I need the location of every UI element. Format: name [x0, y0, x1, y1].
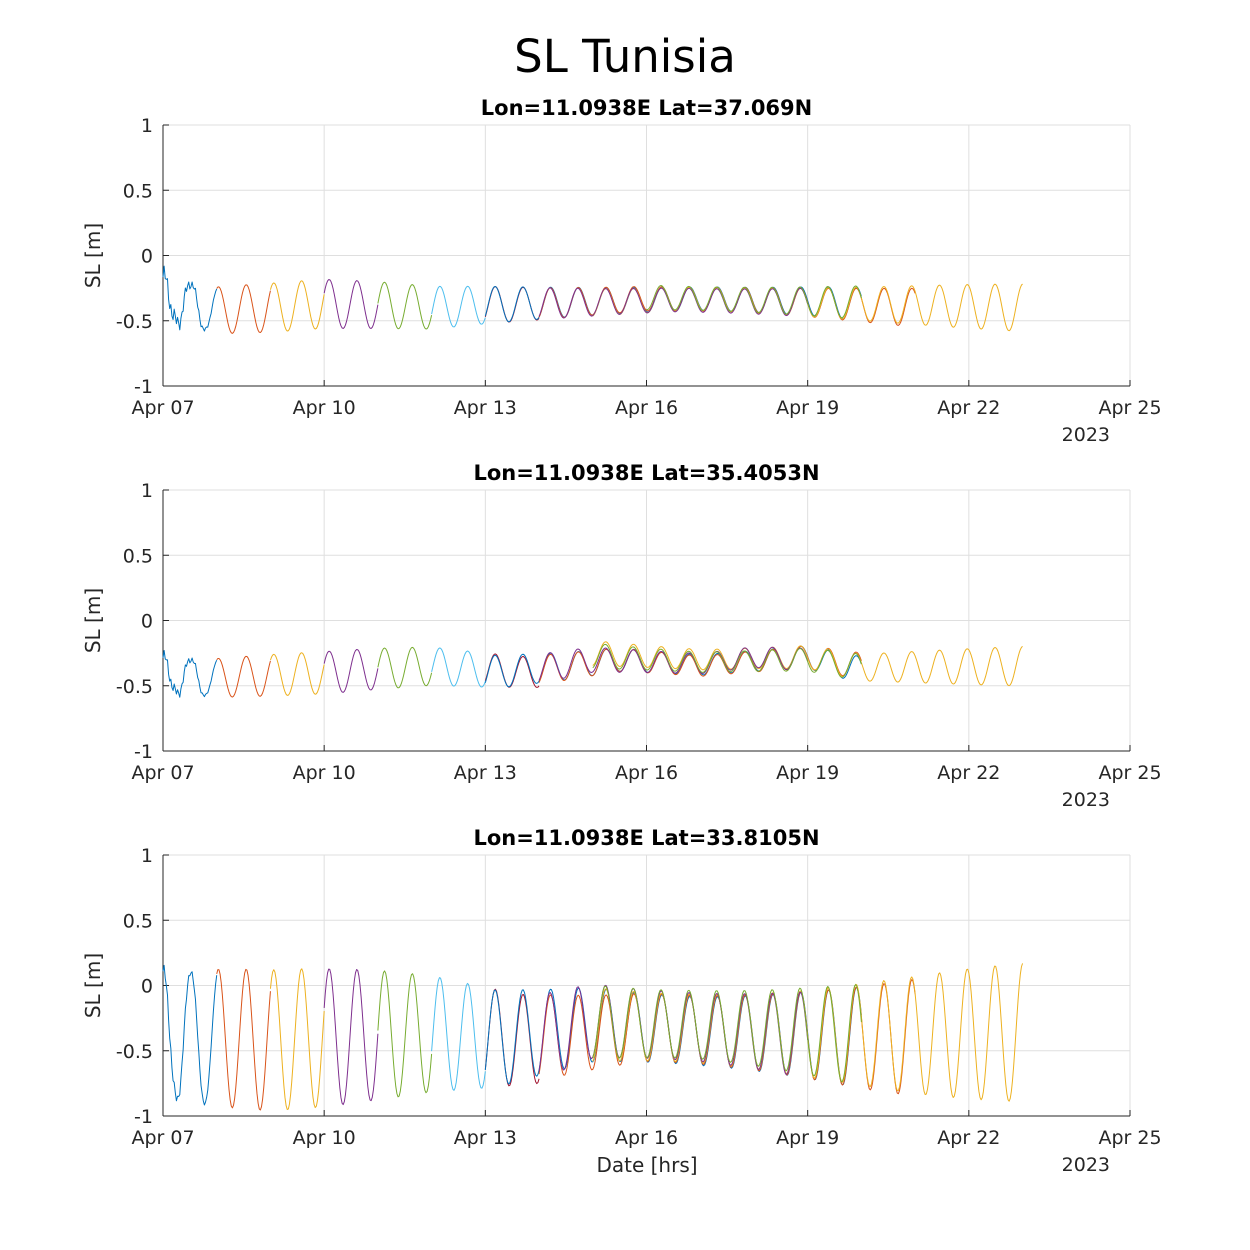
subplot-3: Apr 07 Apr 10 Apr 13 Apr 16 Apr 19 Apr 22 Apr … — [81, 826, 1162, 1176]
x-tick-label: Apr 07 — [131, 1127, 194, 1149]
series-line — [323, 968, 379, 1106]
y-tick-label: 0 — [141, 611, 153, 633]
x-tick-label: Apr 19 — [776, 397, 839, 419]
series-line — [484, 986, 862, 1086]
y-tick-label: -1 — [134, 741, 153, 763]
series-line — [538, 287, 809, 319]
x-tick-label: Apr 25 — [1098, 1127, 1161, 1149]
series-line — [538, 286, 916, 326]
x-tick-label: Apr 13 — [454, 1127, 517, 1149]
series-line — [216, 655, 271, 698]
figure-title: SL Tunisia — [514, 30, 736, 83]
y-axis-label: SL [m] — [81, 953, 105, 1018]
subplots: Apr 07 Apr 10 Apr 13 Apr 16 Apr 19 Apr 22 Apr … — [81, 96, 1162, 1176]
y-tick-label: -1 — [134, 376, 153, 398]
x-tick-label: Apr 10 — [293, 762, 356, 784]
y-tick-label: -1 — [134, 1106, 153, 1128]
series-line — [162, 265, 218, 332]
series-line — [484, 285, 862, 323]
x-tick-label: Apr 16 — [615, 1127, 678, 1149]
x-tick-label: Apr 25 — [1098, 762, 1161, 784]
series-line — [431, 285, 486, 328]
x-tick-label: Apr 16 — [615, 762, 678, 784]
y-tick-label: 0.5 — [123, 910, 153, 932]
x-tick-label: Apr 19 — [776, 762, 839, 784]
y-tick-label: 0.5 — [123, 180, 153, 202]
series-line — [538, 645, 862, 683]
series-line — [323, 279, 379, 329]
x-tick-label: Apr 07 — [131, 762, 194, 784]
x-tick-label: Apr 13 — [454, 397, 517, 419]
year-label: 2023 — [1062, 1154, 1110, 1176]
y-tick-label: 1 — [141, 845, 153, 867]
y-axis-label: SL [m] — [81, 223, 105, 288]
series-line — [162, 964, 218, 1106]
series-line — [538, 646, 809, 681]
series-line — [646, 285, 862, 319]
series-line — [431, 647, 486, 688]
series-line — [592, 643, 862, 678]
series-line — [269, 968, 325, 1111]
series-line — [431, 977, 486, 1091]
x-tick-label: Apr 16 — [615, 397, 678, 419]
x-tick-label: Apr 22 — [937, 762, 1000, 784]
x-tick-label: Apr 10 — [293, 397, 356, 419]
x-tick-label: Apr 22 — [937, 1127, 1000, 1149]
series-line — [216, 968, 271, 1111]
series-line — [269, 652, 325, 696]
series-line — [484, 653, 540, 688]
y-tick-label: 1 — [141, 115, 153, 137]
x-tick-label: Apr 22 — [937, 397, 1000, 419]
x-axis-label: Date [hrs] — [596, 1153, 697, 1177]
subplot-2: Apr 07 Apr 10 Apr 13 Apr 16 Apr 19 Apr 22 Apr … — [81, 461, 1162, 811]
year-label: 2023 — [1062, 424, 1110, 446]
x-tick-label: Apr 25 — [1098, 397, 1161, 419]
y-axis-label: SL [m] — [81, 588, 105, 653]
x-tick-label: Apr 07 — [131, 397, 194, 419]
series-line — [269, 280, 325, 332]
series-line — [592, 984, 862, 1082]
series-line — [377, 281, 433, 330]
x-tick-label: Apr 13 — [454, 762, 517, 784]
series-line — [538, 984, 809, 1075]
x-tick-label: Apr 10 — [293, 1127, 356, 1149]
series-line — [377, 646, 433, 689]
y-tick-label: -0.5 — [116, 1041, 153, 1063]
y-tick-label: 0.5 — [123, 545, 153, 567]
subplot-1: Apr 07 Apr 10 Apr 13 Apr 16 Apr 19 Apr 22 Apr … — [81, 96, 1162, 446]
series-line — [323, 648, 379, 693]
y-tick-label: -0.5 — [116, 676, 153, 698]
subplot-title: Lon=11.0938E Lat=37.069N — [481, 96, 812, 120]
y-tick-label: 0 — [141, 976, 153, 998]
subplot-title: Lon=11.0938E Lat=33.8105N — [473, 826, 819, 850]
series-line — [592, 641, 1023, 687]
year-label: 2023 — [1062, 789, 1110, 811]
y-tick-label: -0.5 — [116, 311, 153, 333]
series-line — [377, 970, 433, 1098]
series-line — [162, 650, 218, 698]
x-tick-label: Apr 19 — [776, 1127, 839, 1149]
subplot-title: Lon=11.0938E Lat=35.4053N — [473, 461, 819, 485]
series-line — [216, 284, 271, 334]
y-tick-label: 1 — [141, 480, 153, 502]
y-tick-label: 0 — [141, 246, 153, 268]
